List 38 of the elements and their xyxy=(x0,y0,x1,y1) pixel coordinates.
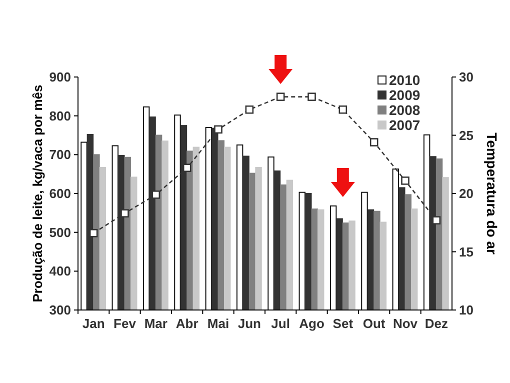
legend-label: 2008 xyxy=(389,102,420,118)
y-tick-label: 600 xyxy=(49,186,71,202)
x-tick-label: Nov xyxy=(392,316,418,331)
legend-label: 2010 xyxy=(389,72,420,88)
y-tick-label: 700 xyxy=(49,147,71,162)
x-tick-label: Jun xyxy=(238,316,262,331)
y-tick-label: 400 xyxy=(49,264,71,279)
point xyxy=(370,138,378,146)
point xyxy=(338,105,348,114)
x-tick-label: Jul xyxy=(271,316,290,331)
point xyxy=(245,105,254,114)
x-tick-label: Abr xyxy=(176,316,198,331)
x-tick-label: Mai xyxy=(207,316,230,331)
x-tick-label: Set xyxy=(332,316,354,331)
point xyxy=(120,209,129,218)
y2-tick-label: 25 xyxy=(459,128,474,143)
y-tick-label: 500 xyxy=(49,224,71,240)
y-axis-title: Produção de leite, kg/vaca por mês xyxy=(30,84,45,302)
y-tick-label: 300 xyxy=(49,302,71,318)
x-tick-label: Fev xyxy=(114,316,137,331)
point xyxy=(401,176,410,185)
x-tick-label: Mar xyxy=(144,316,168,331)
x-tick-label: Out xyxy=(362,316,386,331)
x-tick-label: Jan xyxy=(82,316,105,331)
point xyxy=(276,92,285,101)
point xyxy=(214,125,222,134)
x-tick-label: Dez xyxy=(424,316,448,331)
y2-axis-title: Temperatura do ar xyxy=(484,132,500,255)
y2-tick-label: 30 xyxy=(459,70,474,85)
y2-tick-label: 15 xyxy=(459,244,474,260)
x-tick-label: Ago xyxy=(299,316,324,331)
point xyxy=(308,92,316,101)
legend-label: 2007 xyxy=(389,116,420,133)
y2-tick-label: 20 xyxy=(459,186,474,202)
y2-tick-label: 10 xyxy=(459,302,474,318)
legend-label: 2009 xyxy=(389,86,420,103)
y-tick-label: 800 xyxy=(49,108,71,124)
y-tick-label: 900 xyxy=(49,70,71,85)
